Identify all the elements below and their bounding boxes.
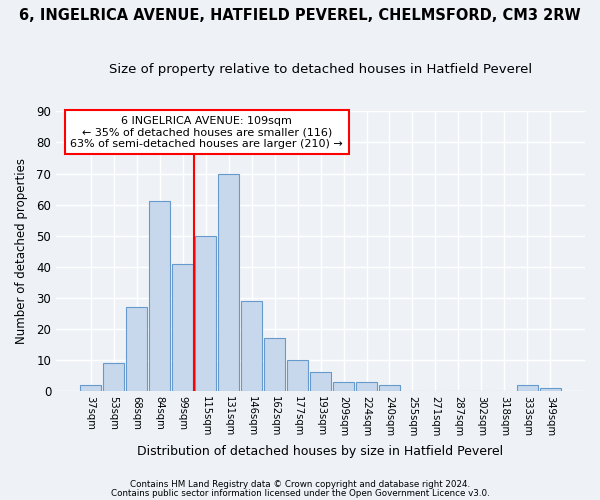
Bar: [264, 338, 285, 391]
Bar: [172, 264, 193, 391]
Bar: [310, 372, 331, 391]
Bar: [287, 360, 308, 391]
Text: Contains HM Land Registry data © Crown copyright and database right 2024.: Contains HM Land Registry data © Crown c…: [130, 480, 470, 489]
Bar: [333, 382, 354, 391]
Bar: [517, 384, 538, 391]
Text: 6 INGELRICA AVENUE: 109sqm
← 35% of detached houses are smaller (116)
63% of sem: 6 INGELRICA AVENUE: 109sqm ← 35% of deta…: [70, 116, 343, 149]
Bar: [379, 384, 400, 391]
Y-axis label: Number of detached properties: Number of detached properties: [15, 158, 28, 344]
Bar: [149, 202, 170, 391]
Bar: [80, 384, 101, 391]
Bar: [540, 388, 561, 391]
Text: Contains public sector information licensed under the Open Government Licence v3: Contains public sector information licen…: [110, 489, 490, 498]
Bar: [195, 236, 216, 391]
Title: Size of property relative to detached houses in Hatfield Peverel: Size of property relative to detached ho…: [109, 62, 532, 76]
Bar: [126, 307, 147, 391]
Bar: [218, 174, 239, 391]
Bar: [103, 363, 124, 391]
Bar: [241, 301, 262, 391]
Text: 6, INGELRICA AVENUE, HATFIELD PEVEREL, CHELMSFORD, CM3 2RW: 6, INGELRICA AVENUE, HATFIELD PEVEREL, C…: [19, 8, 581, 22]
X-axis label: Distribution of detached houses by size in Hatfield Peverel: Distribution of detached houses by size …: [137, 444, 503, 458]
Bar: [356, 382, 377, 391]
